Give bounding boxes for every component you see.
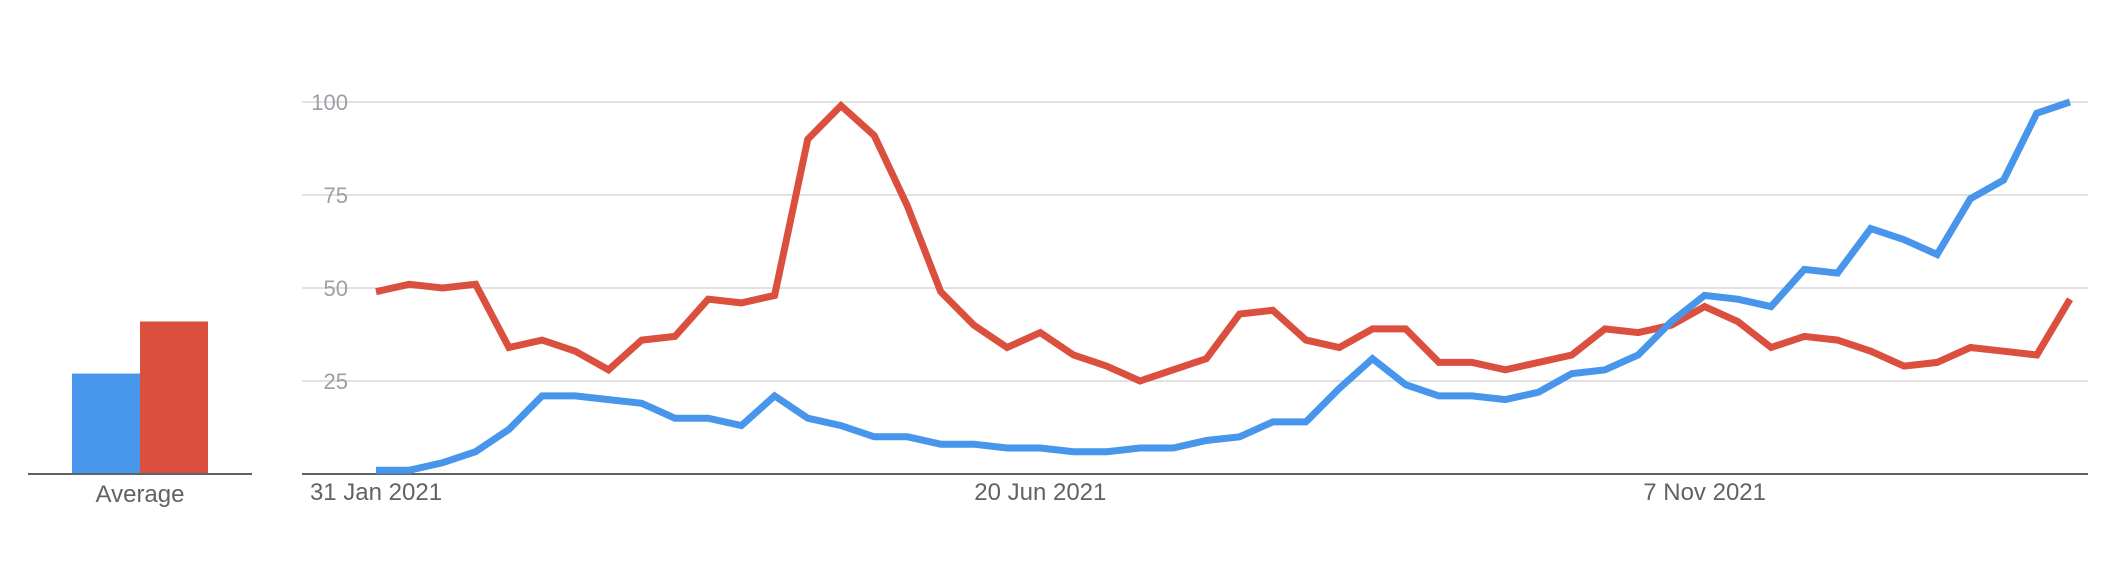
line-panel: 25 50 75 100 31 Jan 2021 20 Jun 2021 7 Nov 20… [302,90,2088,506]
x-tick-label: 20 Jun 2021 [974,479,1106,506]
average-panel: Average [28,321,252,508]
series-line-1 [376,98,2072,474]
series-lines [375,98,2074,474]
y-tick-label: 25 [324,369,348,394]
average-bar-1 [72,373,140,474]
x-tick-label: 31 Jan 2021 [310,479,442,506]
y-tick-label: 75 [324,183,348,208]
series-line-2 [375,100,2074,385]
gridlines [302,101,2088,382]
y-tick-label: 100 [311,90,348,115]
average-label: Average [96,481,185,508]
average-bar-2 [140,321,208,474]
y-tick-label: 50 [324,276,348,301]
x-axis-ticks: 31 Jan 2021 20 Jun 2021 7 Nov 2021 [310,479,1766,506]
x-tick-label: 7 Nov 2021 [1643,479,1766,506]
y-axis-ticks: 25 50 75 100 [311,90,348,394]
